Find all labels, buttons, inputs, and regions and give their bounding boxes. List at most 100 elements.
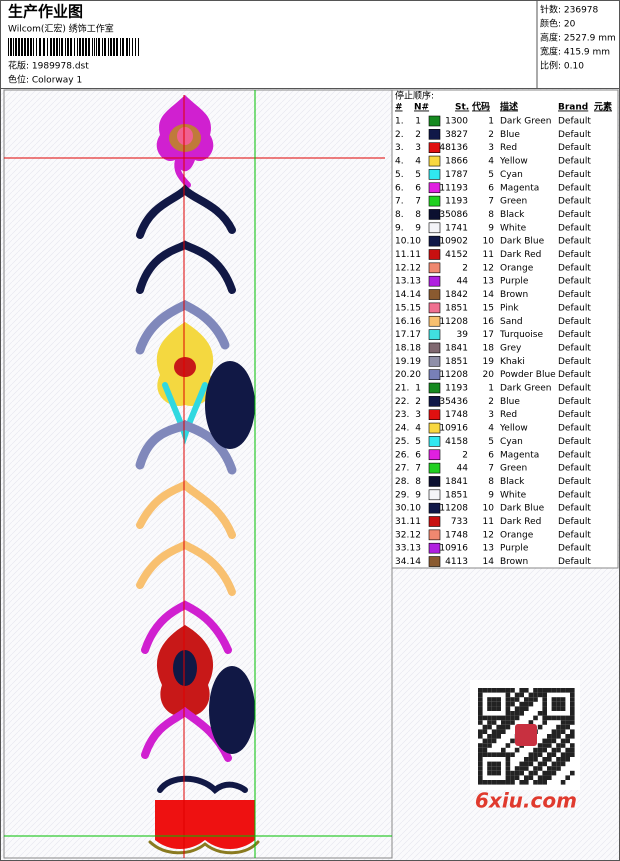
stitches: 44 — [457, 277, 469, 287]
stitches: 1866 — [445, 157, 468, 167]
qr-module — [547, 738, 552, 744]
qr-module — [533, 688, 538, 693]
qr-module — [487, 724, 492, 730]
qr-module — [505, 766, 511, 771]
needle: 1 — [415, 384, 421, 394]
stitches: 1748 — [445, 530, 468, 540]
motif — [209, 666, 255, 754]
qr-module — [510, 688, 515, 693]
qr-module — [482, 738, 488, 744]
barcode-bar — [120, 38, 121, 56]
qr-module — [510, 775, 515, 780]
color-swatch — [428, 249, 441, 260]
qr-module — [505, 757, 511, 762]
brand: Default — [558, 490, 591, 500]
qr-module — [560, 729, 566, 734]
qr-module — [542, 770, 547, 776]
stop-sequence-table: # N# St. 代码 描述 Brand 元素 1. 1 1300 1 Dark Green Defau… — [395, 101, 612, 568]
color-swatch — [428, 209, 441, 220]
brand: Default — [558, 477, 591, 487]
code: 6 — [488, 450, 494, 460]
barcode-bar — [27, 38, 29, 56]
brand: Default — [558, 223, 591, 233]
row-index: 34. — [395, 557, 409, 567]
code: 17 — [483, 330, 494, 340]
qr-module — [570, 697, 575, 702]
qr-module — [570, 701, 575, 707]
code: 16 — [483, 317, 495, 327]
brand: Default — [558, 157, 591, 167]
qr-module — [487, 688, 492, 693]
description: Dark Green — [500, 117, 551, 127]
qr-module — [556, 697, 561, 702]
description: Green — [500, 464, 527, 474]
code: 8 — [488, 210, 494, 220]
brand: Default — [558, 450, 591, 460]
qr-module — [519, 701, 524, 707]
design-file: 花版: 1989978.dst — [8, 60, 89, 72]
qr-module — [491, 761, 497, 767]
qr-module — [547, 757, 552, 762]
qr-module — [505, 711, 511, 716]
barcode-bar — [53, 38, 55, 56]
qr-module — [478, 715, 483, 721]
title: 生产作业图 — [8, 3, 83, 21]
qr-module — [478, 743, 483, 748]
color-swatch — [428, 382, 441, 394]
stitches: 1741 — [445, 223, 468, 233]
code: 1 — [488, 384, 494, 394]
row-index: 33. — [395, 544, 409, 554]
description: Magenta — [500, 450, 539, 460]
row-index: 16. — [395, 317, 409, 327]
qr-module — [528, 720, 534, 725]
qr-module — [542, 701, 547, 707]
barcode-bar — [108, 38, 109, 56]
qr-module — [533, 780, 538, 785]
qr-module — [528, 770, 534, 776]
color-swatch — [428, 436, 441, 447]
stitches: 35086 — [439, 210, 468, 220]
motif — [141, 600, 232, 654]
brand: Default — [558, 250, 591, 260]
qr-module — [519, 692, 524, 698]
row-index: 11. — [395, 250, 409, 260]
qr-module — [501, 747, 506, 753]
qr-module — [514, 715, 520, 721]
qr-module — [501, 780, 506, 785]
barcode-bar — [8, 38, 9, 56]
stitches: 1193 — [445, 197, 468, 207]
needle: 19 — [410, 357, 422, 367]
qr-module — [496, 697, 501, 702]
qr-module — [570, 770, 575, 776]
barcode-bar — [33, 38, 34, 56]
qr-module — [496, 706, 501, 711]
color-swatch — [428, 462, 441, 474]
qr-module — [501, 729, 506, 734]
needle: 15 — [410, 303, 421, 313]
colorway: 色位: Colorway 1 — [8, 74, 82, 86]
needle: 5 — [415, 437, 421, 447]
code: 1 — [488, 117, 494, 127]
barcode-bar — [24, 38, 26, 56]
description: Black — [500, 210, 525, 220]
needle: 7 — [415, 464, 421, 474]
code: 11 — [483, 517, 494, 527]
qr-module — [505, 692, 511, 698]
row-index: 5. — [395, 170, 404, 180]
row-index: 10. — [395, 237, 409, 247]
qr-module — [496, 780, 501, 785]
row-index: 26. — [395, 450, 409, 460]
needle: 10 — [410, 237, 422, 247]
column-header: # — [395, 103, 403, 113]
qr-module — [478, 720, 483, 725]
stitches: 35436 — [439, 397, 468, 407]
qr-module — [478, 780, 483, 785]
color-swatch — [428, 396, 441, 407]
description: Dark Red — [500, 250, 541, 260]
brand: Default — [558, 464, 591, 474]
qr-module — [491, 780, 497, 785]
brand: Default — [558, 197, 591, 207]
barcode-bar — [98, 38, 100, 56]
qr-module — [491, 766, 497, 771]
row-index: 15. — [395, 303, 409, 313]
